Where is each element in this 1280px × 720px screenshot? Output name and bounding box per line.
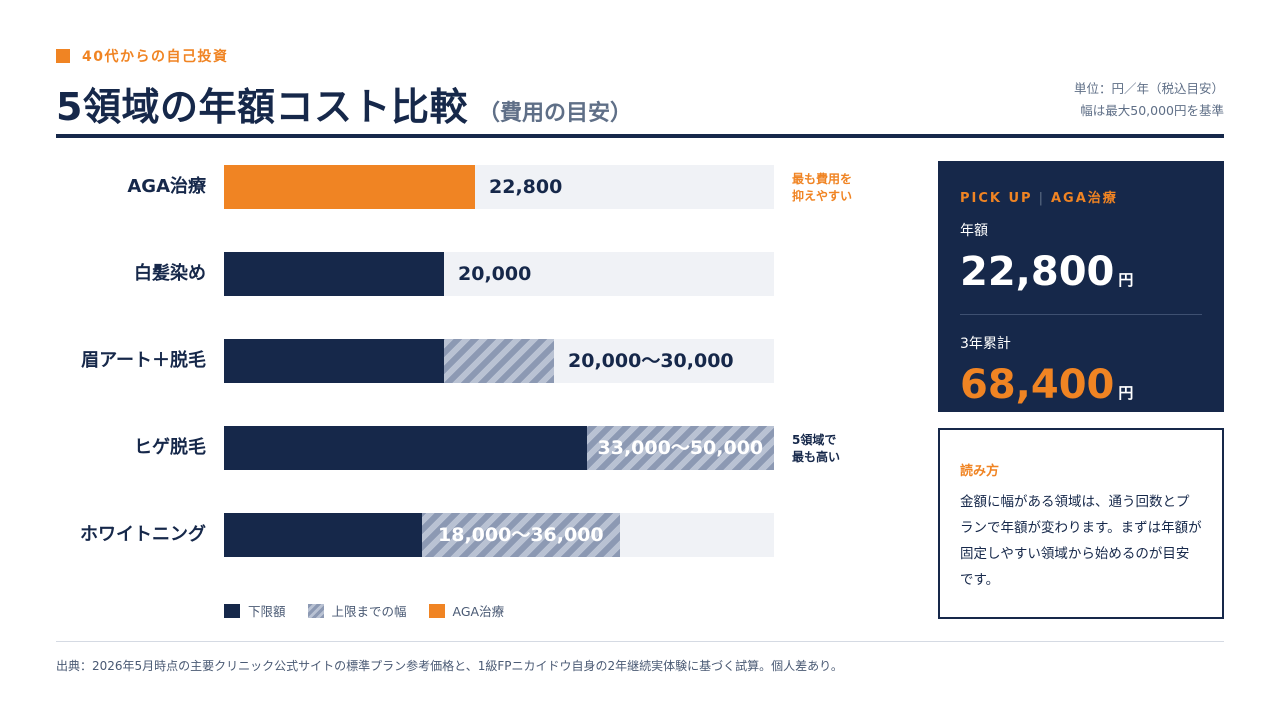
title-divider	[56, 134, 1224, 138]
chart-legend: 下限額 上限までの幅 AGA治療	[224, 601, 526, 620]
pickup-total-label: 3年累計	[960, 336, 1011, 352]
howto-body: 金額に幅がある領域は、通う回数とプランで年額が変わります。まずは年額が固定しやす…	[960, 494, 1202, 588]
unit-note: 単位：円／年（税込目安） 幅は最大50,000円を基準	[1074, 78, 1224, 122]
bar-category-label: ホワイトニング	[80, 524, 206, 545]
bar-annotation-line: 5領域で	[792, 433, 837, 447]
bar-lower	[224, 513, 422, 557]
bar-value-label: 33,000〜50,000	[597, 437, 764, 459]
bar-category-label: AGA治療	[127, 176, 206, 197]
bar-value-label: 20,000	[458, 263, 532, 285]
kicker-square-icon	[56, 49, 70, 63]
pickup-annual-unit: 円	[1118, 271, 1134, 289]
pickup-target: AGA治療	[1050, 191, 1118, 206]
bar-category-label: 白髪染め	[134, 263, 206, 284]
bar-annotation-line: 抑えやすい	[792, 189, 853, 203]
pickup-total-value: 68,400	[960, 362, 1115, 408]
bar-range	[444, 339, 554, 383]
bar-lower	[224, 339, 444, 383]
page-title: 5領域の年額コスト比較	[56, 85, 468, 129]
bar-annotation-line: 最も高い	[792, 450, 841, 464]
pickup-separator: |	[1038, 191, 1045, 206]
bar-track: 20,000	[224, 252, 774, 296]
bar-range	[587, 426, 774, 470]
howto-heading: 読み方	[960, 464, 1000, 479]
bar-annotation: 最も費用を抑えやすい	[792, 171, 912, 205]
howto-card: 読み方 金額に幅がある領域は、通う回数とプランで年額が変わります。まずは年額が固…	[938, 428, 1224, 619]
legend-label-lower: 下限額	[248, 604, 286, 619]
bar-track: 22,800	[224, 165, 774, 209]
bar-lower	[224, 252, 444, 296]
legend-swatch-lower	[224, 603, 240, 618]
legend-swatch-aga	[428, 603, 445, 618]
bar-value-label: 22,800	[489, 176, 563, 198]
legend-label-aga: AGA治療	[452, 604, 505, 619]
bar-category-label: ヒゲ脱毛	[134, 437, 206, 458]
unit-note-line2: 幅は最大50,000円を基準	[1080, 103, 1224, 118]
legend-item-aga: AGA治療	[428, 601, 505, 620]
kicker-text: 40代からの自己投資	[82, 49, 229, 65]
kicker: 40代からの自己投資	[56, 46, 228, 66]
footer-divider	[56, 641, 1224, 642]
bar-annotation: 5領域で最も高い	[792, 432, 912, 466]
bar-range	[422, 513, 620, 557]
footnote: 出典：2026年5月時点の主要クリニック公式サイトの標準プラン参考価格と、1級F…	[56, 659, 843, 673]
bar-value-label: 20,000〜30,000	[568, 350, 734, 372]
pickup-total-unit: 円	[1118, 384, 1134, 402]
pickup-total: 68,400 円	[960, 361, 1202, 417]
legend-label-range: 上限までの幅	[331, 604, 407, 619]
bar-aga	[224, 165, 475, 209]
bar-track: 18,000〜36,000	[224, 513, 774, 557]
bar-track: 20,000〜30,000	[224, 339, 774, 383]
pickup-heading: PICK UP | AGA治療	[960, 187, 1202, 206]
pickup-label: PICK UP	[960, 191, 1033, 206]
legend-item-range: 上限までの幅	[307, 601, 407, 620]
bar-category-label: 眉アート＋脱毛	[81, 350, 206, 371]
bar-annotation-line: 最も費用を	[792, 172, 853, 186]
pickup-annual-label: 年額	[960, 223, 988, 239]
legend-swatch-range	[307, 603, 324, 618]
bar-lower	[224, 426, 587, 470]
bar-value-label: 18,000〜36,000	[438, 524, 604, 546]
pickup-annual: 22,800 円	[960, 248, 1202, 304]
legend-item-lower: 下限額	[224, 601, 286, 620]
pickup-card: PICK UP | AGA治療 年額 22,800 円 3年累計 68,400 円	[938, 161, 1224, 412]
title-row: 5領域の年額コスト比較 （費用の目安）	[56, 76, 632, 131]
bar-track: 33,000〜50,000	[224, 426, 774, 470]
unit-note-line1: 単位：円／年（税込目安）	[1073, 81, 1224, 96]
pickup-annual-value: 22,800	[960, 249, 1115, 295]
pickup-divider	[960, 314, 1202, 315]
page-subtitle: （費用の目安）	[477, 101, 632, 126]
